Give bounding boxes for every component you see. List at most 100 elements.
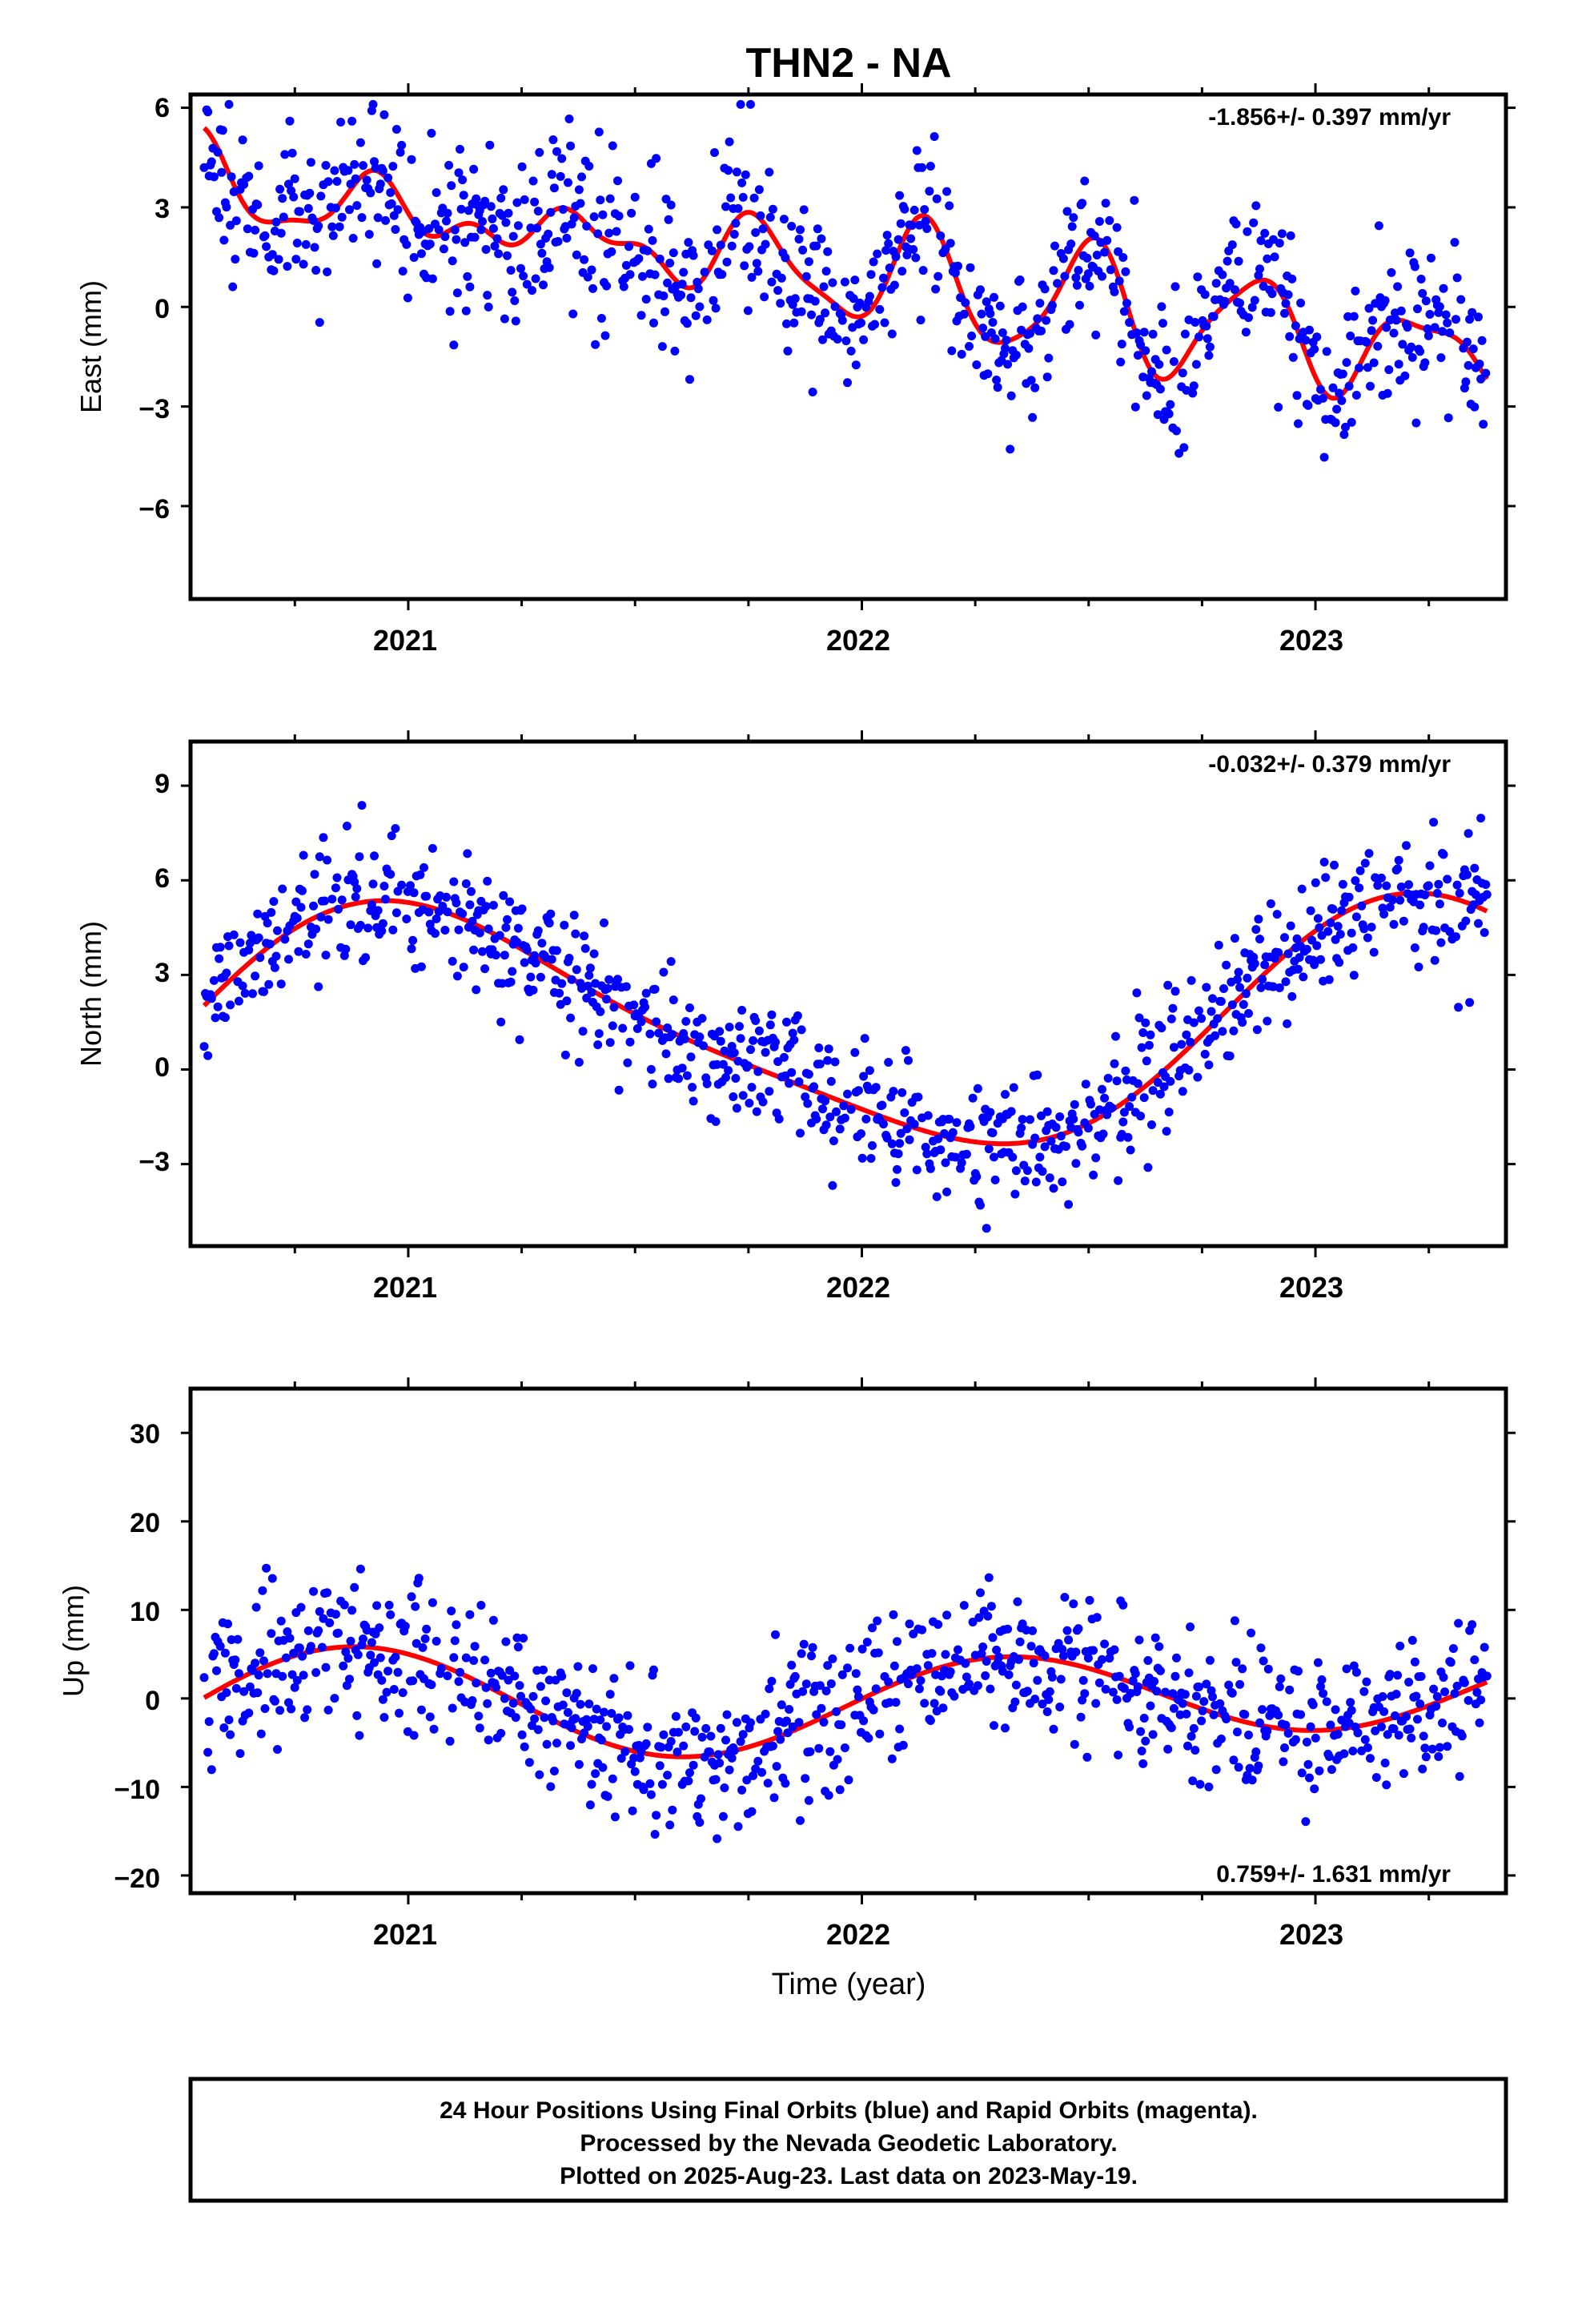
east-data-point [1106, 265, 1115, 275]
up-data-point [824, 1791, 833, 1800]
east-data-point [1394, 360, 1403, 369]
up-data-point [823, 1661, 833, 1671]
up-data-point [1010, 1697, 1020, 1707]
east-data-point [932, 194, 942, 203]
up-data-point [602, 1722, 612, 1731]
up-data-point [1224, 1680, 1234, 1690]
up-data-point [233, 1634, 243, 1644]
up-data-point [1003, 1624, 1013, 1634]
east-data-point [837, 316, 847, 325]
footer-line-1: 24 Hour Positions Using Final Orbits (bl… [440, 2097, 1258, 2124]
up-data-point [641, 1739, 651, 1748]
east-data-point [1195, 332, 1203, 342]
east-data-point [936, 231, 946, 240]
north-data-point [774, 1114, 784, 1124]
north-data-point [613, 975, 622, 984]
up-data-point [815, 1681, 825, 1691]
north-data-point [533, 926, 543, 935]
east-data-point [494, 249, 504, 259]
east-data-point [768, 204, 777, 214]
east-data-point [327, 222, 337, 231]
up-data-point [923, 1661, 933, 1671]
up-data-point [936, 1687, 946, 1696]
east-data-point [1316, 384, 1325, 394]
east-data-point [504, 208, 513, 218]
north-data-point [1018, 1115, 1027, 1124]
up-data-point [395, 1708, 404, 1718]
east-data-point [526, 223, 536, 233]
east-data-point [251, 225, 260, 235]
north-data-point [1169, 1043, 1178, 1052]
up-data-point [285, 1634, 295, 1643]
north-data-point [830, 1057, 840, 1067]
north-data-point [1431, 926, 1441, 935]
east-data-point [1275, 239, 1284, 248]
north-xtick-2022: 2022 [826, 1271, 890, 1304]
up-data-point [673, 1747, 682, 1757]
east-data-point [777, 273, 786, 283]
north-data-point [940, 1129, 949, 1138]
up-data-point [334, 1628, 343, 1638]
east-data-point [1188, 388, 1198, 398]
north-data-point [1102, 1110, 1112, 1120]
north-ytick-6: 6 [155, 863, 170, 894]
north-data-point [387, 831, 396, 841]
up-data-point [1155, 1666, 1165, 1675]
north-data-point [222, 968, 231, 978]
up-data-point [691, 1713, 701, 1723]
up-data-point [474, 1711, 484, 1721]
north-data-point [973, 1084, 982, 1093]
north-data-point [753, 1067, 763, 1076]
up-data-point [580, 1728, 589, 1738]
east-frame-border [188, 92, 1508, 601]
up-data-point [511, 1713, 520, 1723]
east-data-point [1174, 448, 1184, 458]
east-data-point [386, 188, 396, 197]
east-data-point [1132, 328, 1142, 338]
up-data-point [907, 1670, 917, 1679]
north-data-point [1360, 858, 1370, 868]
up-data-point [1184, 1668, 1194, 1678]
up-data-point [603, 1791, 612, 1801]
up-data-point [384, 1600, 394, 1610]
east-data-point [801, 271, 811, 281]
east-data-point [1443, 318, 1452, 328]
up-data-point [1339, 1749, 1349, 1759]
east-data-point [1362, 337, 1371, 347]
east-data-point [741, 170, 750, 179]
east-data-point [517, 162, 527, 171]
east-data-point [1477, 336, 1487, 345]
up-data-point [212, 1666, 221, 1675]
north-data-point [804, 1070, 813, 1079]
north-data-point [1137, 1043, 1146, 1052]
up-data-point [1435, 1743, 1444, 1752]
up-data-point [968, 1618, 978, 1626]
north-data-point [829, 1136, 838, 1146]
north-data-point [654, 1028, 664, 1038]
east-data-point [1162, 345, 1171, 355]
north-data-point [877, 1100, 887, 1110]
up-data-point [370, 1658, 379, 1667]
east-data-point [1037, 326, 1046, 336]
north-data-point [1414, 963, 1423, 971]
up-data-point [393, 1667, 403, 1677]
up-data-point [1294, 1667, 1303, 1676]
north-data-point [357, 801, 367, 810]
north-data-point [1219, 984, 1228, 993]
up-data-point [1407, 1635, 1417, 1645]
north-data-point [846, 1104, 856, 1114]
north-data-point [686, 1052, 696, 1062]
east-data-point [643, 246, 652, 255]
east-data-point [1193, 272, 1203, 282]
up-ytick-neg10: −10 [114, 1775, 160, 1805]
east-data-point [432, 188, 441, 197]
north-data-point [546, 909, 556, 919]
up-data-point [1322, 1697, 1331, 1707]
east-data-point [931, 284, 941, 294]
up-data-point [614, 1713, 624, 1723]
north-data-point [544, 919, 554, 928]
north-data-point [378, 919, 387, 928]
up-data-point [209, 1649, 219, 1659]
east-data-point [740, 261, 749, 271]
north-rate-label: -0.032+/- 0.379 mm/yr [1208, 751, 1451, 778]
